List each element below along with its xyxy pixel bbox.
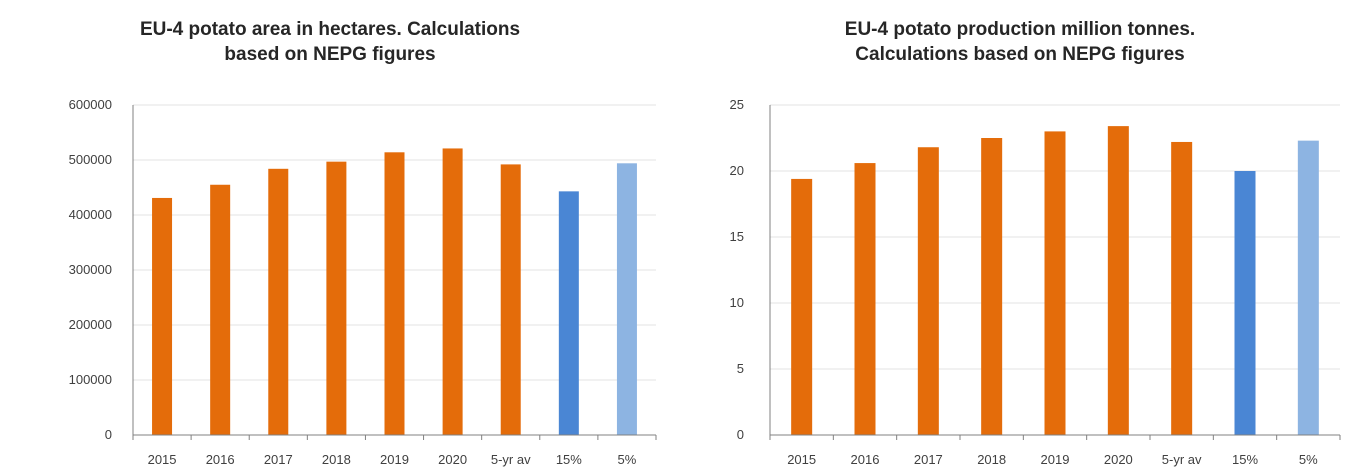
- production-chart-x-tick-label: 2019: [1041, 452, 1070, 467]
- area-chart-x-tick-label: 2015: [148, 452, 177, 467]
- area-chart-x-tick-label: 5-yr av: [491, 452, 531, 467]
- area-chart-bar: [326, 161, 347, 435]
- production-chart-bar: [917, 147, 939, 436]
- area-chart-bar: [500, 164, 521, 435]
- area-chart-x-tick-label: 2019: [380, 452, 409, 467]
- area-chart-y-tick-label: 500000: [69, 152, 112, 167]
- production-chart: EU-4 potato production million tonnes. C…: [680, 0, 1360, 472]
- area-chart-y-tick-label: 100000: [69, 372, 112, 387]
- area-chart-bar: [152, 197, 173, 435]
- production-chart-y-tick-label: 0: [737, 427, 744, 442]
- production-chart-bar: [1234, 171, 1256, 435]
- area-chart-bar: [210, 184, 231, 435]
- area-chart-bar: [384, 152, 405, 436]
- production-chart-x-tick-label: 2016: [851, 452, 880, 467]
- area-chart-x-tick-label: 2017: [264, 452, 293, 467]
- area-chart-plot: 0 100000 200000 300000 400000 500000 600000 201…: [69, 97, 657, 467]
- production-chart-bar: [1171, 141, 1193, 435]
- production-chart-bar: [854, 163, 876, 435]
- production-chart-bar: [1107, 126, 1129, 436]
- area-chart-bar: [558, 191, 579, 435]
- production-chart-y-tick-label: 5: [737, 361, 744, 376]
- area-chart-title: EU-4 potato area in hectares. Calculatio…: [139, 19, 521, 65]
- area-chart-bar: [616, 163, 637, 436]
- area-chart-x-tick-label: 2020: [438, 452, 467, 467]
- production-chart-x-tick-label: 15%: [1232, 452, 1258, 467]
- production-chart-y-tick-label: 25: [730, 97, 744, 112]
- production-chart-y-tick-label: 20: [730, 163, 744, 178]
- area-chart-x-tick-label: 15%: [556, 452, 582, 467]
- area-chart: EU-4 potato area in hectares. Calculatio…: [69, 19, 657, 467]
- production-chart-x-tick-label: 2020: [1104, 452, 1133, 467]
- area-chart-y-tick-label: 200000: [69, 317, 112, 332]
- area-chart-x-tick-label: 2016: [206, 452, 235, 467]
- area-chart-bar: [442, 148, 463, 435]
- area-chart-x-tick-label: 5%: [618, 452, 637, 467]
- production-chart-plot: 0 5 10 15 20 25 2015 2016 2017 2018 2019 2020 5-yr a…: [730, 97, 1341, 467]
- production-chart-x-tick-label: 2017: [914, 452, 943, 467]
- area-chart-bar: [268, 168, 289, 436]
- area-chart-y-tick-label: 400000: [69, 207, 112, 222]
- production-chart-y-tick-label: 10: [730, 295, 744, 310]
- production-chart-x-tick-label: 5-yr av: [1162, 452, 1202, 467]
- area-chart-y-tick-label: 300000: [69, 262, 112, 277]
- production-chart-y-tick-label: 15: [730, 229, 744, 244]
- production-chart-bar: [791, 178, 813, 436]
- production-chart-bar: [981, 138, 1003, 435]
- production-chart-x-tick-label: 5%: [1299, 452, 1318, 467]
- production-chart-bar: [1297, 140, 1319, 435]
- area-chart-y-tick-label: 0: [105, 427, 112, 442]
- area-chart-x-tick-label: 2018: [322, 452, 351, 467]
- production-chart-title: EU-4 potato production million tonnes. C…: [844, 19, 1196, 65]
- production-chart-x-tick-label: 2018: [977, 452, 1006, 467]
- production-chart-bar: [1044, 131, 1066, 435]
- area-chart-y-tick-label: 600000: [69, 97, 112, 112]
- production-chart-x-tick-label: 2015: [787, 452, 816, 467]
